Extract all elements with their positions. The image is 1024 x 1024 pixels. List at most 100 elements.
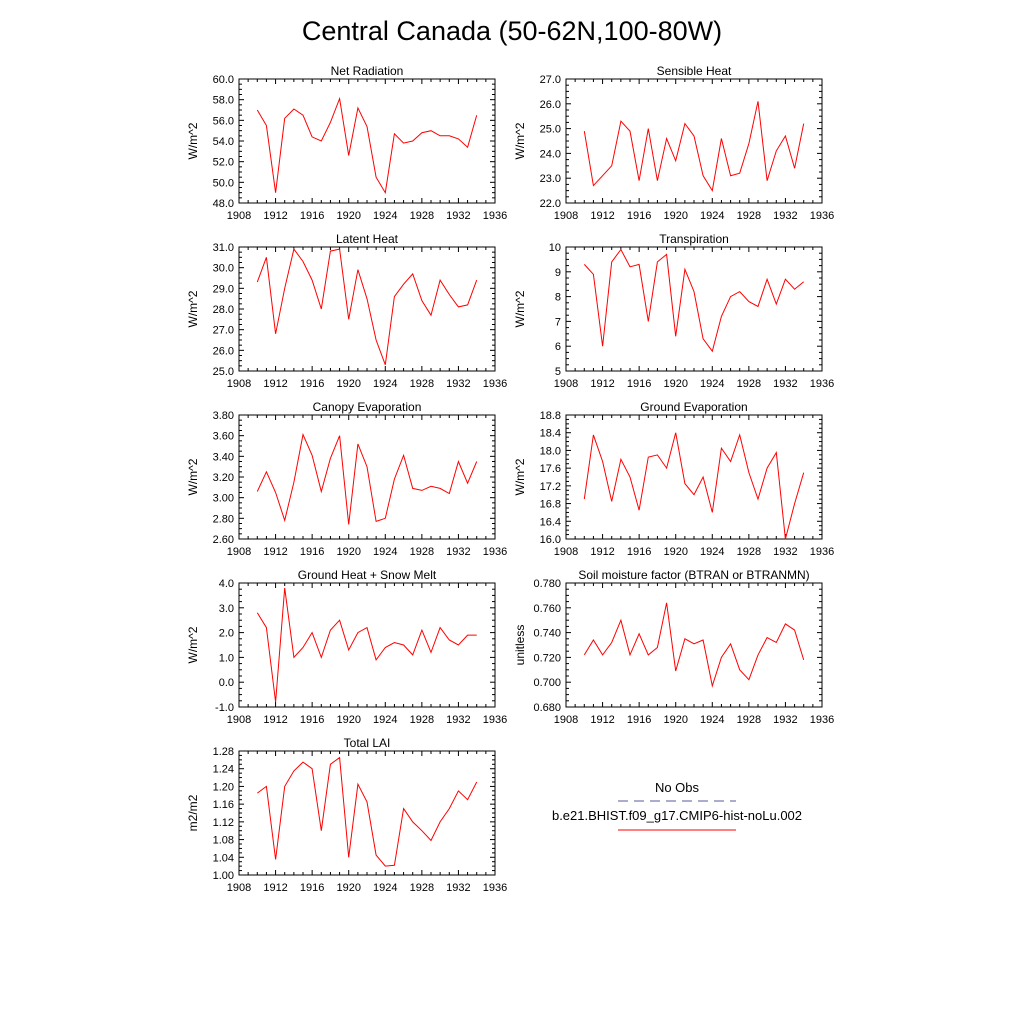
- y-tick-label: 8: [555, 292, 561, 304]
- y-tick-label: 28.0: [213, 304, 234, 316]
- y-tick-label: 1.00: [213, 870, 234, 882]
- y-tick-label: 0.0: [219, 677, 234, 689]
- x-tick-label: 1936: [810, 714, 834, 726]
- x-tick-label: 1932: [773, 714, 797, 726]
- y-axis-label: m2/m2: [186, 794, 200, 831]
- x-tick-label: 1920: [336, 378, 360, 390]
- y-tick-label: 22.0: [540, 198, 561, 210]
- y-axis-label: W/m^2: [513, 290, 527, 327]
- series-line: [257, 756, 478, 867]
- x-tick-label: 1912: [590, 378, 614, 390]
- x-tick-label: 1928: [737, 714, 761, 726]
- x-tick-label: 1908: [227, 546, 251, 558]
- x-tick-label: 1908: [554, 210, 578, 222]
- y-tick-label: 1.24: [213, 764, 234, 776]
- y-tick-label: 0.680: [533, 702, 561, 714]
- plot-frame: [238, 246, 496, 372]
- x-tick-label: 1936: [483, 378, 507, 390]
- x-tick-label: 1932: [446, 546, 470, 558]
- y-tick-label: 0.780: [533, 578, 561, 590]
- y-tick-label: 6: [555, 341, 561, 353]
- panel-title: Sensible Heat: [657, 64, 732, 78]
- x-tick-label: 1912: [590, 714, 614, 726]
- x-tick-label: 1932: [446, 882, 470, 894]
- x-tick-label: 1928: [410, 714, 434, 726]
- panel-title: Total LAI: [344, 736, 391, 750]
- y-tick-label: 26.0: [540, 99, 561, 111]
- y-tick-label: 1.0: [219, 652, 234, 664]
- x-tick-label: 1924: [700, 714, 724, 726]
- x-tick-label: 1916: [627, 210, 651, 222]
- y-tick-label: 31.0: [213, 242, 234, 254]
- y-tick-label: 0.760: [533, 603, 561, 615]
- y-tick-label: 27.0: [213, 325, 234, 337]
- x-tick-label: 1936: [810, 546, 834, 558]
- y-tick-label: 17.2: [540, 481, 561, 493]
- y-tick-label: 26.0: [213, 345, 234, 357]
- plot-frame: [238, 750, 496, 876]
- y-tick-label: 16.0: [540, 534, 561, 546]
- x-tick-label: 1928: [737, 378, 761, 390]
- y-tick-label: 3.0: [219, 603, 234, 615]
- x-tick-label: 1908: [554, 714, 578, 726]
- y-tick-label: 1.16: [213, 799, 234, 811]
- x-tick-label: 1912: [263, 882, 287, 894]
- legend: No Obs b.e21.BHIST.f09_g17.CMIP6-hist-no…: [552, 780, 802, 831]
- x-tick-label: 1932: [773, 378, 797, 390]
- plot-frame: [238, 78, 496, 204]
- x-tick-label: 1908: [227, 378, 251, 390]
- x-tick-label: 1916: [627, 714, 651, 726]
- x-tick-label: 1932: [773, 210, 797, 222]
- legend-model-label: b.e21.BHIST.f09_g17.CMIP6-hist-noLu.002: [552, 808, 802, 823]
- x-tick-label: 1928: [737, 546, 761, 558]
- y-tick-label: 16.8: [540, 499, 561, 511]
- panel-title: Latent Heat: [336, 232, 399, 246]
- y-tick-label: 24.0: [540, 148, 561, 160]
- series-line: [256, 432, 478, 525]
- y-tick-label: 30.0: [213, 263, 234, 275]
- x-tick-label: 1920: [336, 546, 360, 558]
- y-tick-label: 18.8: [540, 410, 561, 422]
- y-tick-label: 16.4: [540, 516, 561, 528]
- x-tick-label: 1924: [700, 210, 724, 222]
- panel-2: Sensible Heat 1908 1912 1916 1920 1924 1928 193…: [513, 64, 834, 222]
- y-axis-label: unitless: [513, 625, 527, 666]
- y-tick-label: 58.0: [213, 95, 234, 107]
- x-tick-label: 1932: [446, 210, 470, 222]
- y-tick-label: 27.0: [540, 74, 561, 86]
- x-tick-label: 1908: [554, 546, 578, 558]
- panel-title: Net Radiation: [331, 64, 404, 78]
- x-tick-label: 1920: [336, 882, 360, 894]
- legend-obs-label: No Obs: [655, 780, 700, 795]
- x-tick-label: 1916: [627, 378, 651, 390]
- x-tick-label: 1908: [227, 714, 251, 726]
- x-tick-label: 1908: [227, 882, 251, 894]
- y-tick-label: 1.12: [213, 817, 234, 829]
- y-tick-label: 10: [549, 242, 561, 254]
- x-tick-label: 1928: [410, 210, 434, 222]
- panel-title: Transpiration: [659, 232, 729, 246]
- x-tick-label: 1924: [700, 546, 724, 558]
- y-tick-label: -1.0: [215, 702, 234, 714]
- y-tick-label: 0.720: [533, 652, 561, 664]
- y-tick-label: 4.0: [219, 578, 234, 590]
- y-axis-label: W/m^2: [186, 458, 200, 495]
- x-tick-label: 1908: [227, 210, 251, 222]
- chart-panels: Net Radiation 1908 1912 1916 1920 1924 1928 193…: [186, 64, 834, 894]
- x-tick-label: 1920: [336, 210, 360, 222]
- panel-3: Latent Heat 1908 1912 1916 1920 1924 1928 1932 1…: [186, 232, 507, 390]
- x-tick-label: 1916: [627, 546, 651, 558]
- series-line: [583, 432, 805, 540]
- x-tick-label: 1912: [263, 378, 287, 390]
- plot-frame: [565, 582, 823, 708]
- x-tick-label: 1916: [300, 210, 324, 222]
- y-tick-label: 0.700: [533, 677, 561, 689]
- x-tick-label: 1924: [700, 378, 724, 390]
- plot-frame: [565, 78, 823, 204]
- x-tick-label: 1916: [300, 378, 324, 390]
- x-tick-label: 1912: [590, 546, 614, 558]
- series-line: [583, 602, 805, 688]
- x-tick-label: 1920: [663, 714, 687, 726]
- y-tick-label: 1.20: [213, 781, 234, 793]
- y-tick-label: 7: [555, 316, 561, 328]
